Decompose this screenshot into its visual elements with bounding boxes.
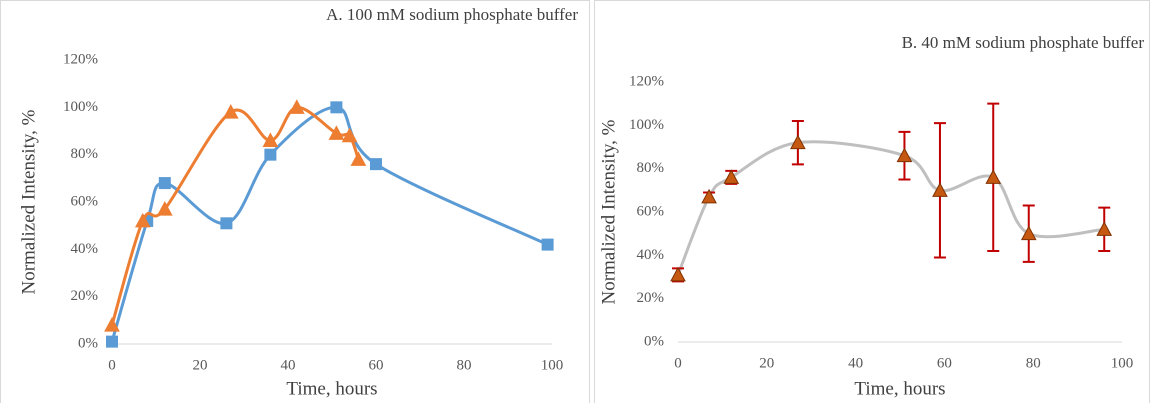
x-tick-label: 60	[937, 355, 952, 371]
panel-frame	[594, 0, 1150, 403]
marker	[701, 188, 717, 204]
x-tick-label: 20	[759, 355, 774, 371]
x-tick-label: 20	[193, 357, 208, 373]
y-tick-label: 100%	[629, 117, 664, 133]
marker	[932, 182, 948, 197]
x-tick-label: 80	[457, 357, 472, 373]
y-tick-label: 80%	[71, 146, 99, 162]
marker	[262, 132, 279, 147]
marker	[896, 147, 913, 163]
series-line	[110, 105, 549, 343]
y-tick-label: 40%	[637, 247, 665, 263]
marker	[790, 134, 806, 150]
y-tick-label: 120%	[629, 73, 664, 89]
marker	[985, 169, 1002, 184]
panel-frame	[0, 0, 590, 403]
marker	[264, 148, 277, 161]
marker	[1096, 221, 1113, 236]
marker	[158, 177, 171, 190]
marker	[328, 125, 345, 140]
x-tick-label: 100	[1111, 355, 1134, 371]
series-line	[676, 140, 1105, 276]
marker	[106, 335, 118, 348]
x-tick-label: 40	[848, 355, 863, 371]
y-tick-label: 40%	[71, 241, 99, 257]
y-tick-label: 80%	[637, 160, 665, 176]
marker	[288, 99, 305, 114]
marker	[670, 266, 686, 282]
y-axis-title: Normalized Intensity, %	[18, 109, 39, 294]
x-tick-label: 80	[1026, 355, 1041, 371]
marker	[541, 238, 554, 251]
y-tick-label: 60%	[71, 193, 99, 209]
y-axis-title: Normalized Intensity, %	[598, 119, 619, 304]
x-tick-label: 0	[108, 357, 116, 373]
marker	[220, 217, 233, 230]
marker	[723, 169, 740, 184]
x-tick-label: 60	[369, 357, 384, 373]
y-tick-label: 120%	[63, 51, 98, 67]
y-tick-label: 0%	[78, 335, 98, 351]
marker	[1020, 225, 1037, 241]
chart-title: A. 100 mM sodium phosphate buffer	[326, 5, 578, 24]
x-tick-label: 0	[674, 355, 682, 371]
chart-title: B. 40 mM sodium phosphate buffer	[902, 33, 1145, 52]
marker	[341, 127, 358, 143]
x-axis-title: Time, hours	[854, 378, 945, 399]
y-tick-label: 60%	[637, 203, 665, 219]
x-tick-label: 100	[541, 357, 564, 373]
marker	[134, 212, 151, 228]
marker	[222, 104, 239, 119]
y-tick-label: 0%	[644, 333, 664, 349]
marker	[370, 158, 382, 171]
marker	[104, 317, 120, 332]
marker	[156, 201, 173, 216]
x-axis-title: Time, hours	[286, 378, 377, 399]
y-tick-label: 100%	[63, 99, 98, 115]
marker	[350, 151, 367, 166]
y-tick-label: 20%	[637, 290, 665, 306]
marker	[330, 101, 343, 114]
x-tick-label: 40	[281, 357, 296, 373]
y-tick-label: 20%	[71, 288, 99, 304]
